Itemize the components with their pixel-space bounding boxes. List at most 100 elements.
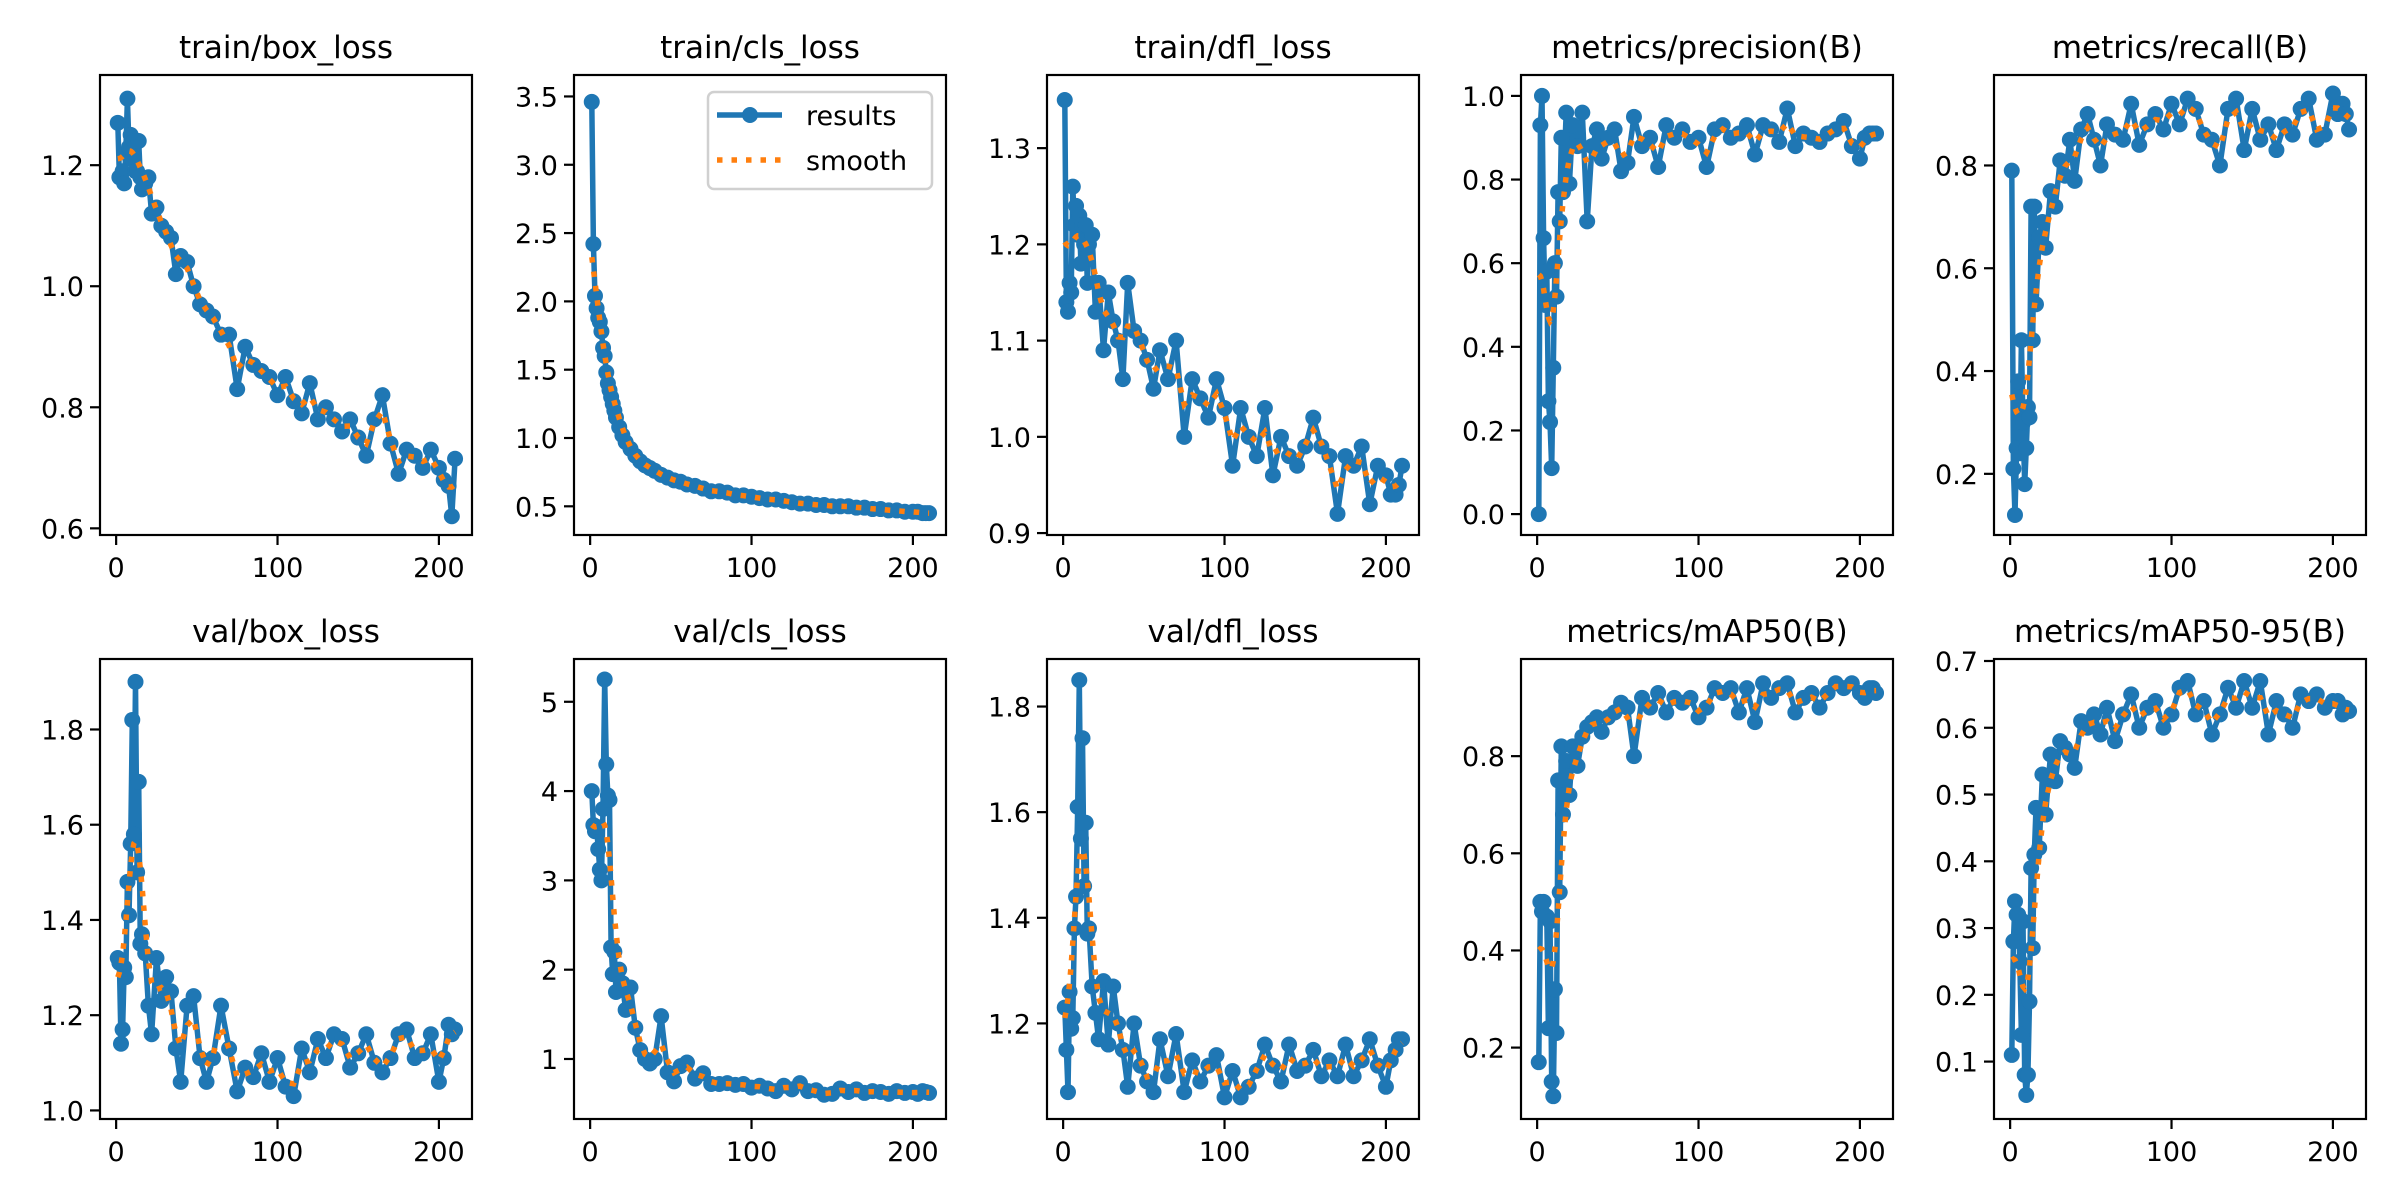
results-point	[646, 1050, 663, 1067]
y-tick-label: 1.6	[988, 798, 1031, 829]
y-tick-label: 1.0	[1462, 82, 1505, 113]
results-point	[1184, 371, 1201, 388]
subplot-val-dfl-loss: val/dfl_loss 0 100 200 1.2 1.4 1.6 1.8	[988, 614, 1421, 1168]
results-point	[1100, 1036, 1117, 1053]
results-point	[1361, 1031, 1378, 1048]
results-point	[1779, 100, 1796, 117]
results-point	[374, 1064, 391, 1081]
results-point	[1564, 738, 1581, 755]
results-point	[1224, 1062, 1241, 1079]
results-point	[2018, 440, 2035, 457]
results-point	[447, 1021, 464, 1038]
results-point	[167, 266, 184, 283]
x-tick-label: 0	[582, 1137, 599, 1168]
results-point	[1532, 117, 1549, 134]
results-point	[1256, 399, 1273, 416]
results-point	[1546, 981, 1563, 998]
smooth-line	[589, 819, 930, 1097]
x-tick-label: 0	[108, 553, 125, 584]
subplot-metrics-recall-b: metrics/recall(B) 0 100 200 0.2 0.4 0.6 0.8	[1935, 30, 2368, 584]
results-point	[1593, 723, 1610, 740]
results-point	[2061, 131, 2078, 148]
y-tick-label: 0.2	[1462, 416, 1505, 447]
results-point	[2260, 726, 2277, 743]
x-tick-label: 100	[1199, 1137, 1251, 1168]
results-point	[1110, 332, 1127, 349]
subplot-title: train/dfl_loss	[1134, 30, 1331, 66]
results-point	[1119, 1078, 1136, 1095]
results-point	[1072, 830, 1089, 847]
axes-frame	[572, 73, 948, 537]
results-point	[2016, 476, 2033, 493]
results-point	[2005, 933, 2022, 950]
x-tick-label: 100	[1673, 1137, 1725, 1168]
results-point	[261, 1073, 278, 1090]
results-point	[293, 1040, 310, 1057]
results-point	[601, 792, 618, 809]
results-point	[213, 997, 230, 1014]
smooth-line	[2009, 102, 2351, 418]
results-point	[422, 441, 439, 458]
y-tick-label: 1.0	[41, 1096, 84, 1127]
results-point	[398, 1021, 415, 1038]
x-tick-label: 0	[1529, 553, 1546, 584]
x-tick-label: 100	[1199, 553, 1251, 584]
results-point	[1105, 313, 1122, 330]
y-tick-label: 1.2	[988, 230, 1031, 261]
results-point	[2015, 913, 2032, 930]
results-point	[1714, 117, 1731, 134]
results-point	[1216, 399, 1233, 416]
y-tick-label: 3.5	[515, 82, 558, 113]
results-point	[596, 348, 613, 365]
results-point	[2115, 131, 2132, 148]
results-point	[2131, 719, 2148, 736]
results-point	[1619, 154, 1636, 171]
results-point	[2010, 373, 2027, 390]
subplot-title: metrics/recall(B)	[2052, 30, 2308, 66]
y-tick-label: 2	[541, 956, 558, 987]
results-point	[2300, 90, 2317, 107]
results-point	[1216, 1089, 1233, 1106]
results-point	[1787, 138, 1804, 155]
results-point	[2341, 121, 2358, 138]
results-point	[1542, 913, 1559, 930]
results-point	[2086, 706, 2103, 723]
results-point	[1168, 1025, 1185, 1042]
results-point	[1248, 448, 1265, 465]
results-point	[1588, 709, 1605, 726]
y-tick-label: 0.0	[1462, 500, 1505, 531]
results-point	[1074, 730, 1091, 747]
results-point	[2021, 993, 2038, 1010]
results-point	[1658, 704, 1675, 721]
results-point	[1184, 1052, 1201, 1069]
y-tick-label: 0.6	[1935, 254, 1978, 285]
y-tick-label: 1.3	[988, 134, 1031, 165]
results-point	[1625, 108, 1642, 125]
results-point	[1056, 92, 1073, 109]
results-point	[1087, 303, 1104, 320]
legend-results-label: results	[806, 101, 896, 132]
x-tick-label: 200	[413, 1137, 465, 1168]
results-point	[1843, 138, 1860, 155]
results-point	[1588, 121, 1605, 138]
results-point	[1329, 505, 1346, 522]
results-point	[1650, 685, 1667, 702]
results-point	[422, 1026, 439, 1043]
results-point	[237, 338, 254, 355]
results-point	[285, 1088, 302, 1105]
plot-area	[1056, 92, 1411, 522]
subplot-train-box-loss: train/box_loss 0 100 200 0.6 0.8 1.0 1.2	[41, 30, 474, 584]
subplot-title: val/dfl_loss	[1148, 614, 1319, 650]
plot-area	[1530, 675, 1885, 1105]
subplot-title: train/box_loss	[179, 30, 393, 66]
results-point	[309, 1031, 326, 1047]
results-point	[114, 163, 131, 180]
results-point	[1771, 133, 1788, 150]
results-point	[1100, 284, 1117, 301]
subplot-metrics-map50-95-b: metrics/mAP50-95(B) 0 100 200 0.1 0.2 0.3 0.4 0.…	[1935, 614, 2368, 1168]
y-tick-label: 1.5	[515, 356, 558, 387]
results-point	[1064, 1010, 1081, 1027]
results-point	[1063, 284, 1080, 301]
results-point	[1730, 704, 1747, 721]
